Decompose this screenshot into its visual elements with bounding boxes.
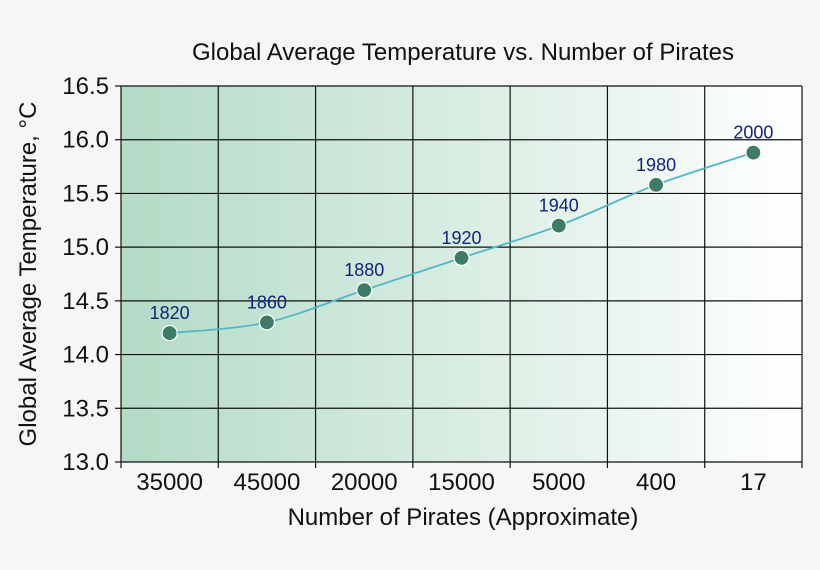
- x-axis-label: Number of Pirates (Approximate): [288, 504, 639, 531]
- y-tick-label: 15.5: [62, 180, 109, 207]
- data-point-label: 1880: [344, 260, 384, 280]
- x-axis-ticks: 35000 45000 20000 15000 5000 400 17: [136, 469, 766, 496]
- data-point: [453, 249, 470, 266]
- data-point-label: 1820: [150, 303, 190, 323]
- data-points: [161, 144, 762, 342]
- y-tick-label: 13.0: [62, 449, 109, 476]
- chart-title: Global Average Temperature vs. Number of…: [192, 39, 734, 66]
- grid: [115, 85, 803, 468]
- y-tick-label: 14.5: [62, 288, 109, 315]
- y-tick-label: 15.0: [62, 234, 109, 261]
- data-point: [356, 282, 373, 299]
- data-point-label: 1860: [247, 292, 287, 312]
- x-tick-label: 17: [740, 469, 767, 496]
- y-axis-ticks: 13.0 13.5 14.0 14.5 15.0 15.5 16.0 16.5: [62, 73, 109, 476]
- x-tick-label: 15000: [428, 469, 495, 496]
- data-point-label: 2000: [733, 123, 773, 143]
- x-tick-label: 35000: [136, 469, 203, 496]
- data-point-label: 1980: [636, 155, 676, 175]
- y-tick-label: 16.5: [62, 73, 109, 100]
- x-tick-label: 400: [636, 469, 676, 496]
- data-point: [745, 144, 762, 161]
- data-point: [161, 324, 178, 342]
- data-point: [647, 176, 665, 193]
- data-point: [258, 314, 276, 331]
- data-point-label: 1920: [441, 228, 481, 248]
- y-axis-label: Global Average Temperature, °C: [15, 102, 42, 447]
- point-labels: 1820 1860 1880 1920 1940 1980 2000: [150, 123, 774, 323]
- data-point-label: 1940: [539, 196, 579, 216]
- plot-area: [121, 86, 802, 462]
- y-tick-label: 14.0: [62, 342, 109, 369]
- y-tick-label: 13.5: [62, 395, 109, 422]
- data-point: [550, 217, 567, 234]
- y-tick-label: 16.0: [62, 127, 109, 154]
- x-tick-label: 45000: [234, 469, 301, 496]
- x-tick-label: 20000: [331, 469, 398, 496]
- x-tick-label: 5000: [532, 469, 585, 496]
